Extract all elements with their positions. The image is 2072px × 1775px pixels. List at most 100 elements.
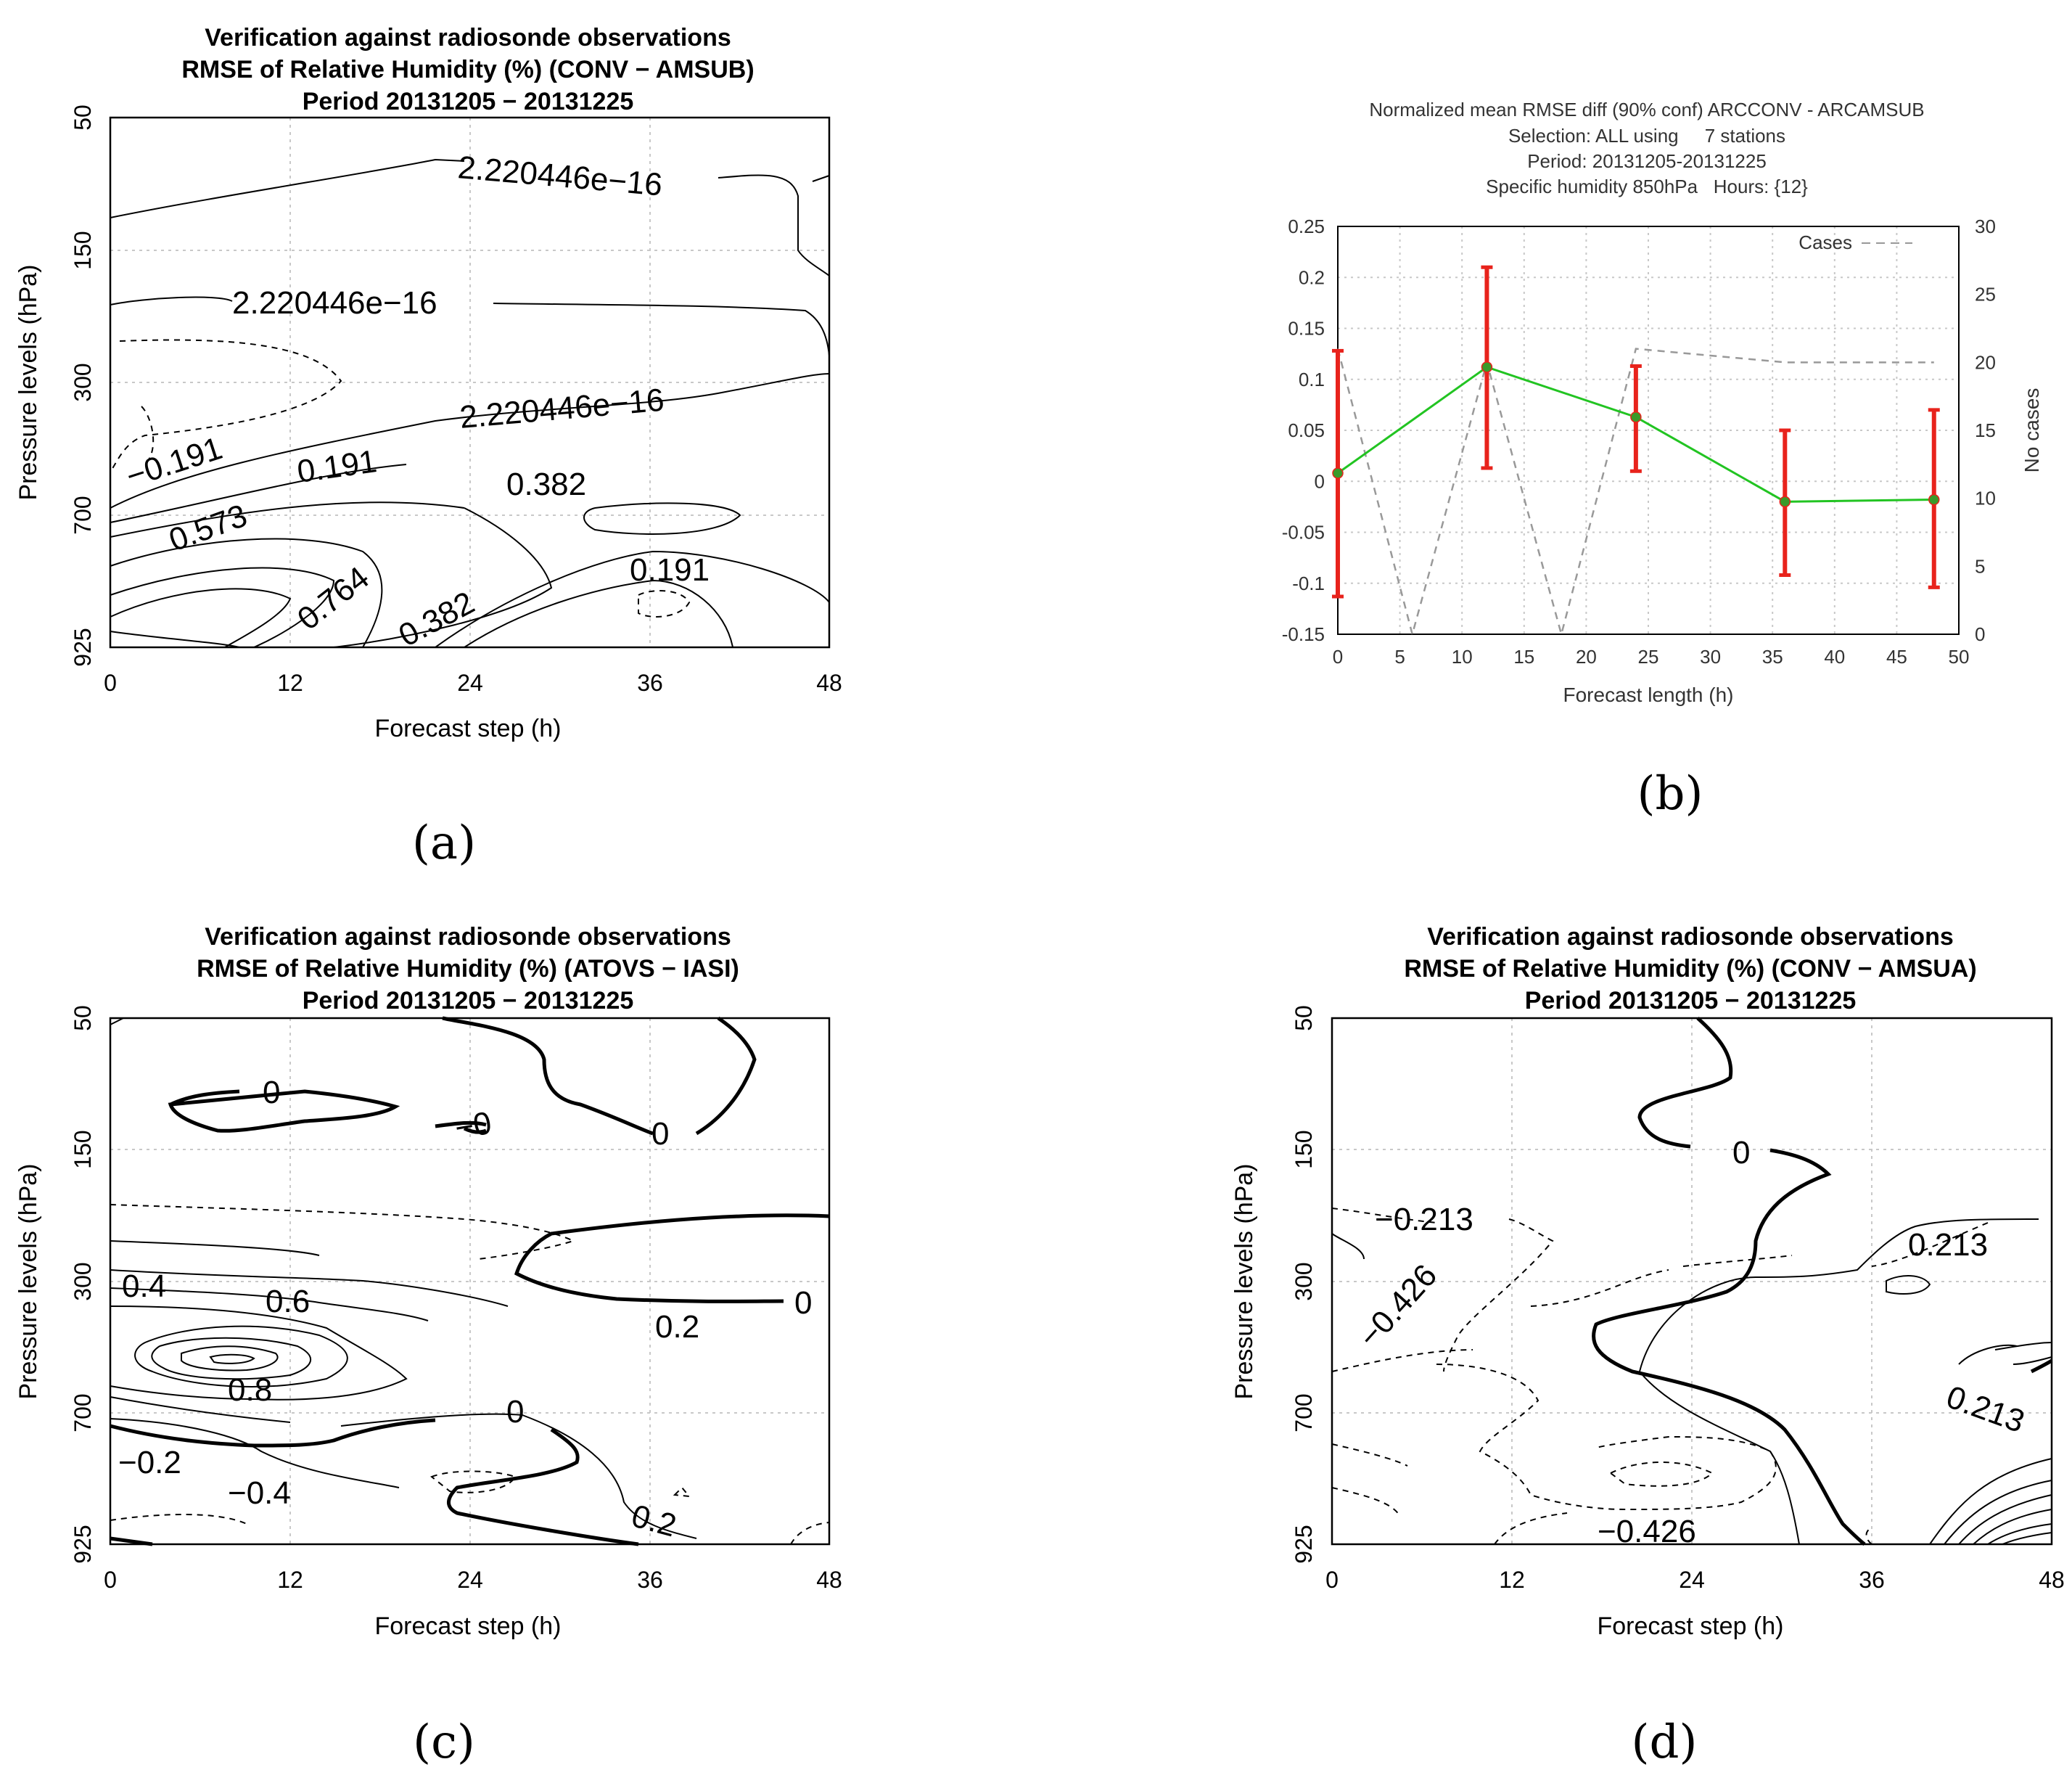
x-tick: 25	[1638, 646, 1659, 668]
y-tick: 700	[70, 496, 96, 534]
y2-tick: 25	[1975, 284, 1996, 306]
contour-label: 0	[263, 1075, 280, 1110]
y-tick: 0.15	[1288, 318, 1325, 340]
y-tick: 300	[70, 363, 96, 401]
title-line-1: Verification against radiosonde observat…	[1427, 923, 1954, 951]
x-tick: 50	[1949, 646, 1970, 668]
grid	[1332, 1018, 2052, 1544]
x-tick: 48	[2039, 1567, 2065, 1593]
contour-labels: 0 −0.213 0.213 −0.426 0.213 −0.426	[1352, 1135, 2029, 1549]
grid	[110, 118, 829, 647]
y-axis-label: Pressure levels (hPa)	[15, 264, 42, 500]
y-tick: 300	[1291, 1262, 1317, 1300]
contour-label: 0	[794, 1285, 812, 1321]
y-tick: 50	[70, 104, 96, 131]
contour-label: 0	[506, 1394, 524, 1430]
contour-label: 0.6	[266, 1284, 310, 1319]
y-ticks: 50 150 300 700 925	[70, 104, 96, 666]
data-point	[1481, 361, 1493, 373]
contour-label: 0.2	[628, 1498, 680, 1544]
y2-tick: 20	[1975, 351, 1996, 373]
legend-label: Cases	[1798, 231, 1852, 253]
plot-frame	[109, 116, 831, 649]
y-tick: 150	[1291, 1130, 1317, 1168]
contours	[1331, 1017, 2053, 1546]
x-tick: 45	[1886, 646, 1907, 668]
panel-c: Verification against radiosonde observat…	[15, 923, 842, 1769]
contour-label: 2.220446e−16	[456, 149, 664, 202]
title-line-2: RMSE of Relative Humidity (%) (ATOVS − I…	[197, 955, 739, 983]
contour-label: 0.382	[393, 585, 480, 654]
legend: Cases	[1798, 231, 1912, 253]
x-tick: 0	[104, 670, 117, 696]
x-tick: 48	[816, 670, 842, 696]
x-tick: 5	[1394, 646, 1405, 668]
title-line-3: Period: 20131205-20131225	[1527, 150, 1767, 172]
y-tick: 0.2	[1299, 266, 1325, 288]
panel-label: (d)	[1632, 1715, 1698, 1769]
title-line-2: RMSE of Relative Humidity (%) (CONV − AM…	[181, 56, 754, 83]
y-tick: 0.1	[1299, 369, 1325, 390]
contours	[110, 158, 830, 648]
contour-label: −0.2	[118, 1445, 181, 1480]
plot-frame	[1331, 1017, 2053, 1546]
panel-d: Verification against radiosonde observat…	[1230, 923, 2065, 1769]
contour-label: 0	[1732, 1135, 1750, 1171]
title-line-2: Selection: ALL using 7 stations	[1508, 125, 1785, 147]
x-axis-label: Forecast length (h)	[1563, 684, 1734, 706]
mean-series	[1332, 361, 1940, 508]
data-point	[1630, 411, 1642, 423]
cases-line	[1336, 348, 1934, 638]
y-axis-label: Pressure levels (hPa)	[1230, 1163, 1258, 1399]
x-ticks: 0 12 24 36 48	[104, 1567, 842, 1593]
y2-tick: 5	[1975, 555, 1985, 577]
cases-series	[1336, 348, 1934, 638]
contour-label: 2.220446e−16	[459, 382, 666, 435]
x-tick: 12	[277, 1567, 303, 1593]
contour-label: 0.213	[1942, 1379, 2029, 1440]
contour-label: 0.191	[630, 552, 710, 588]
x-tick: 10	[1452, 646, 1473, 668]
title-line-3: Period 20131205 − 20131225	[303, 88, 634, 115]
data-point	[1779, 496, 1791, 508]
x-axis-label: Forecast step (h)	[375, 1612, 562, 1640]
x-tick: 35	[1762, 646, 1783, 668]
data-point	[1332, 467, 1344, 479]
x-tick: 30	[1700, 646, 1721, 668]
y2-axis-label: No cases	[2020, 388, 2043, 473]
y-tick: 300	[70, 1262, 96, 1300]
contour-label: 2.220446e−16	[232, 285, 437, 321]
grid	[110, 1018, 829, 1544]
contour-label: 0.573	[165, 498, 252, 559]
y-tick: 50	[70, 1005, 96, 1031]
panel-label: (c)	[413, 1715, 475, 1769]
contour-label: −0.213	[1375, 1202, 1473, 1237]
y2-tick: 15	[1975, 419, 1996, 441]
x-tick: 36	[637, 1567, 663, 1593]
x-tick: 40	[1824, 646, 1845, 668]
title-line-3: Period 20131205 − 20131225	[303, 987, 634, 1014]
grid	[1337, 226, 1960, 635]
contour-label: 0.2	[655, 1309, 699, 1345]
y2-tick: 0	[1975, 623, 1985, 645]
x-tick: 20	[1576, 646, 1597, 668]
y-tick: 925	[1291, 1525, 1317, 1563]
y2-tick: 30	[1975, 216, 1996, 237]
title-line-4: Specific humidity 850hPa Hours: {12}	[1486, 176, 1808, 197]
ticks: 0 5 10 15 20 25 30 35 40 45 500.250.20.150.10.050-…	[1282, 216, 1996, 668]
title-line-3: Period 20131205 − 20131225	[1525, 987, 1857, 1014]
contours	[110, 1016, 830, 1546]
contour-label: 0.8	[228, 1372, 272, 1408]
x-tick: 48	[816, 1567, 842, 1593]
x-tick: 0	[104, 1567, 117, 1593]
y2-tick: 10	[1975, 488, 1996, 509]
x-axis-label: Forecast step (h)	[375, 715, 562, 742]
error-bars	[1332, 265, 1940, 599]
x-tick: 24	[1679, 1567, 1705, 1593]
title-line-1: Normalized mean RMSE diff (90% conf) ARC…	[1369, 99, 1924, 120]
title-line-2: RMSE of Relative Humidity (%) (CONV − AM…	[1404, 955, 1976, 983]
panel-label: (b)	[1637, 767, 1703, 821]
x-tick: 0	[1333, 646, 1343, 668]
x-tick: 36	[637, 670, 663, 696]
y-tick: 0.25	[1288, 216, 1325, 237]
